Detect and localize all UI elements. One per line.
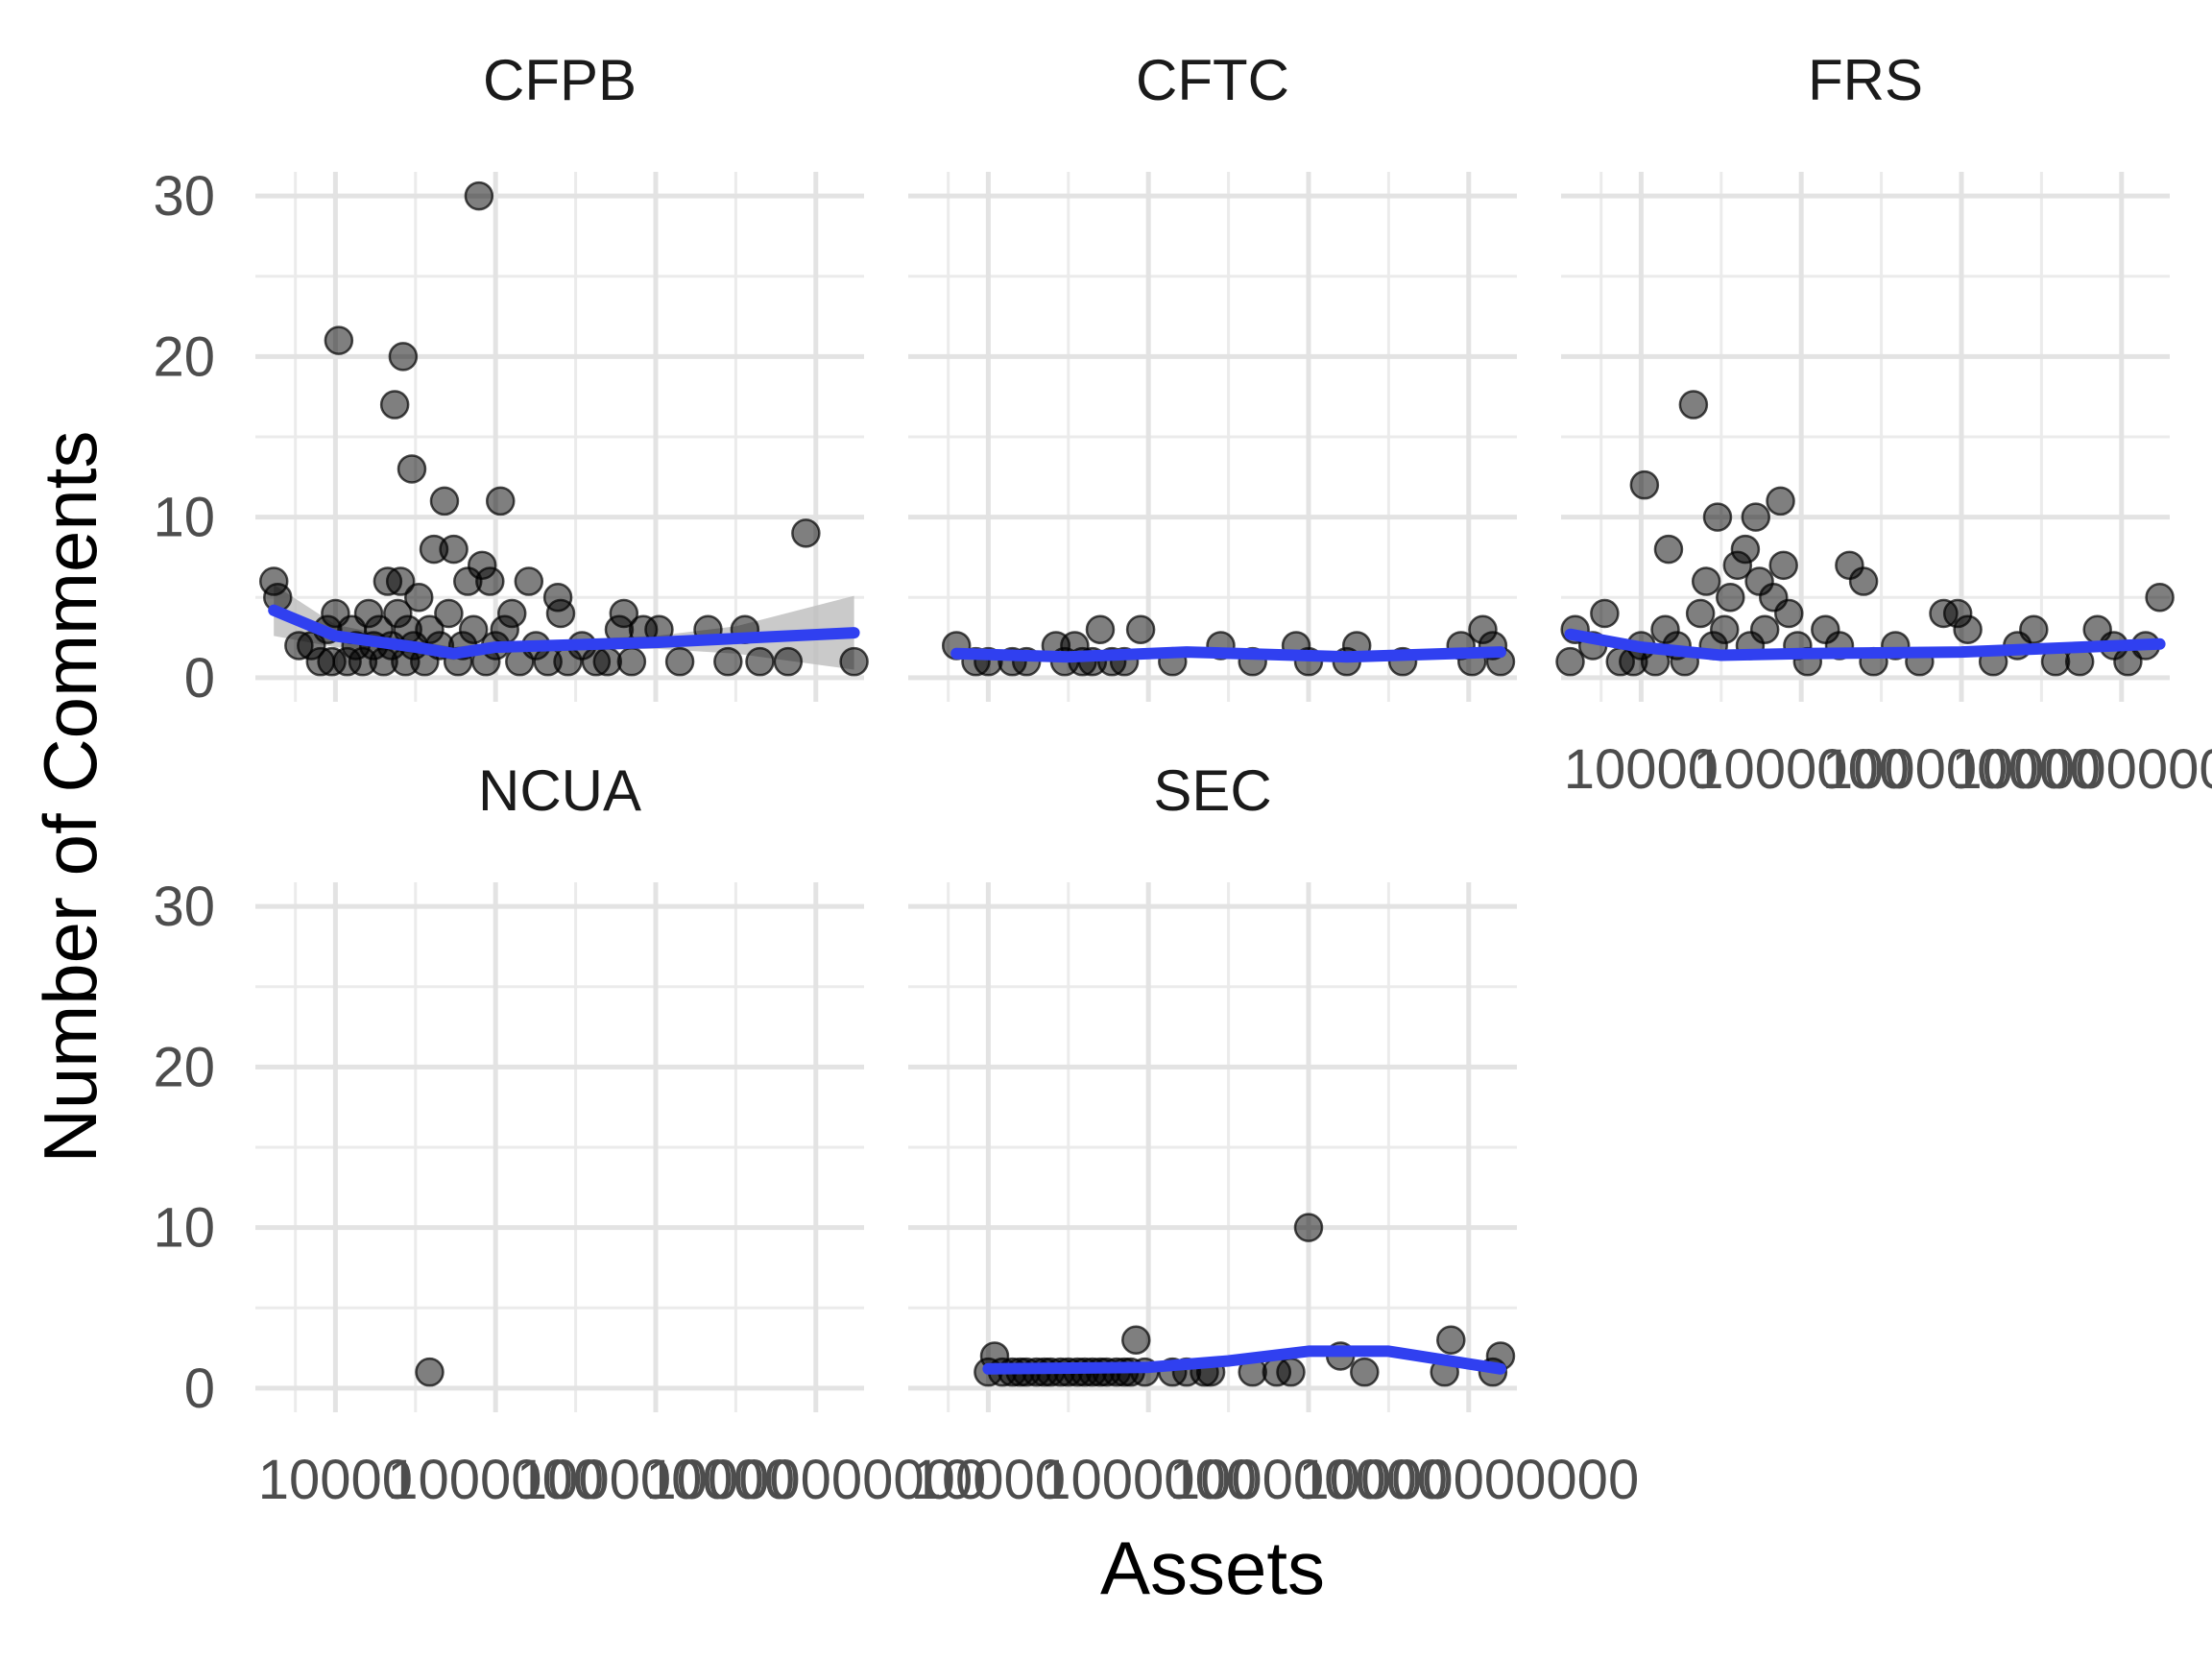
y-tick-label: 10 bbox=[153, 1197, 215, 1260]
x-tick-label: 1000000 bbox=[1040, 1449, 1257, 1511]
data-point bbox=[1653, 534, 1684, 565]
smooth-line-frs bbox=[1564, 628, 2166, 661]
data-point bbox=[324, 325, 354, 355]
x-tick-label: 100000000 bbox=[517, 1449, 795, 1511]
facet-label-frs: FRS bbox=[1808, 48, 1923, 112]
x-tick-label: 10000000000 bbox=[645, 1449, 986, 1511]
data-point bbox=[616, 646, 647, 677]
facet-label-cfpb: CFPB bbox=[483, 48, 637, 112]
x-tick-label: 1000000 bbox=[1693, 738, 1910, 801]
smooth-line-sec bbox=[982, 1345, 1506, 1375]
y-tick-label: 30 bbox=[153, 876, 215, 938]
data-point bbox=[713, 646, 743, 677]
data-point bbox=[1685, 598, 1716, 629]
data-point bbox=[1716, 583, 1745, 613]
data-point bbox=[1953, 614, 1983, 644]
data-point bbox=[1125, 614, 1156, 644]
data-point bbox=[773, 646, 804, 677]
data-point bbox=[1741, 502, 1771, 532]
data-point bbox=[1085, 614, 1116, 644]
facet-label-sec: SEC bbox=[1153, 758, 1271, 823]
data-point bbox=[1555, 646, 1585, 677]
data-point bbox=[475, 566, 505, 596]
data-point bbox=[1709, 614, 1740, 644]
y-tick-label: 0 bbox=[184, 1358, 215, 1420]
data-point bbox=[415, 1357, 445, 1387]
data-point bbox=[458, 614, 489, 644]
data-point bbox=[1436, 1325, 1466, 1355]
data-point bbox=[1749, 614, 1780, 644]
data-point bbox=[496, 598, 527, 629]
data-point bbox=[379, 390, 410, 420]
data-point bbox=[439, 534, 469, 565]
data-point bbox=[1121, 1325, 1151, 1355]
y-tick-label: 20 bbox=[153, 325, 215, 388]
facet-label-ncua: NCUA bbox=[478, 758, 641, 823]
smooth-line-cfpb bbox=[268, 604, 860, 660]
data-point bbox=[486, 486, 516, 517]
facet-label-cftc: CFTC bbox=[1136, 48, 1289, 112]
data-point bbox=[745, 646, 775, 677]
data-point bbox=[1702, 502, 1733, 532]
data-point bbox=[434, 598, 464, 629]
x-tick-label: 1000000 bbox=[387, 1449, 604, 1511]
data-point bbox=[1678, 390, 1709, 420]
data-point bbox=[1629, 469, 1660, 500]
y-tick-label: 30 bbox=[153, 165, 215, 228]
data-point bbox=[592, 646, 623, 677]
data-point bbox=[1691, 566, 1721, 596]
data-point bbox=[2019, 614, 2049, 644]
data-point bbox=[1774, 598, 1804, 629]
data-point bbox=[1768, 550, 1798, 581]
data-point bbox=[664, 646, 695, 677]
x-tick-label: 10000000000 bbox=[1951, 738, 2212, 801]
data-point bbox=[397, 454, 427, 484]
data-point bbox=[1730, 534, 1761, 565]
smooth-line-cftc bbox=[950, 646, 1506, 663]
data-point bbox=[839, 646, 869, 677]
data-point bbox=[1766, 486, 1795, 517]
data-point bbox=[514, 566, 544, 596]
y-axis-title: Number of Comments bbox=[28, 431, 112, 1164]
data-point bbox=[1590, 598, 1620, 629]
data-point bbox=[1350, 1357, 1380, 1387]
x-tick-label: 10000 bbox=[1564, 738, 1719, 801]
x-tick-label: 10000 bbox=[911, 1449, 1066, 1511]
data-point bbox=[385, 566, 416, 596]
data-point bbox=[464, 180, 494, 211]
y-tick-label: 20 bbox=[153, 1036, 215, 1098]
data-point bbox=[429, 486, 460, 517]
data-point bbox=[1276, 1357, 1306, 1387]
y-tick-label: 0 bbox=[184, 647, 215, 709]
x-tick-label: 100000000 bbox=[1169, 1449, 1448, 1511]
x-axis-title: Assets bbox=[1100, 1526, 1325, 1610]
data-point bbox=[791, 518, 821, 548]
data-point bbox=[1848, 566, 1879, 596]
x-tick-label: 10000000000 bbox=[1298, 1449, 1639, 1511]
x-tick-label: 10000 bbox=[258, 1449, 413, 1511]
data-point bbox=[403, 583, 434, 613]
x-tick-label: 100000000 bbox=[1822, 738, 2101, 801]
data-point bbox=[1293, 1213, 1324, 1242]
y-tick-label: 10 bbox=[153, 487, 215, 549]
data-point bbox=[388, 342, 419, 372]
data-point bbox=[609, 598, 639, 629]
data-point bbox=[545, 598, 576, 629]
data-point bbox=[2145, 583, 2175, 613]
